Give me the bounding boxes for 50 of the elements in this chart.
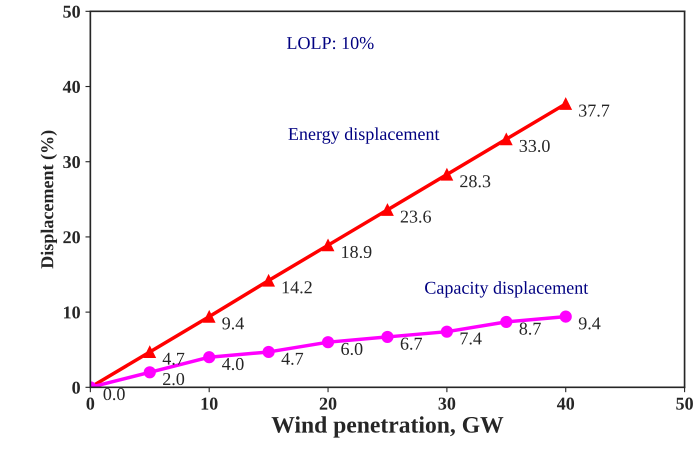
x-tick-label: 10 — [202, 398, 218, 410]
annotation: LOLP: 10% — [286, 36, 374, 50]
point — [322, 336, 334, 348]
data-label: 4.7 — [162, 352, 184, 365]
y-tick-label: 30 — [63, 156, 80, 168]
point — [440, 168, 453, 181]
y-tick-label: 50 — [63, 6, 80, 18]
y-tick-label: 40 — [62, 80, 80, 93]
y-axis-title: Displacement (%) — [40, 130, 58, 268]
point — [560, 98, 572, 110]
y-tick-label: 10 — [64, 306, 80, 319]
x-tick-label: 0 — [86, 398, 94, 410]
y-tick-label: 0 — [72, 382, 80, 394]
point — [203, 351, 216, 364]
series-label: Capacity displacement — [425, 281, 588, 298]
point — [381, 204, 394, 216]
data-label: 14.2 — [282, 281, 312, 294]
x-tick-label: 30 — [438, 398, 456, 410]
data-label: 33.0 — [520, 140, 550, 152]
data-label: 6.0 — [341, 342, 362, 356]
point — [262, 274, 275, 287]
y-tick-label: 20 — [63, 231, 80, 244]
point — [262, 346, 275, 358]
data-label: 37.7 — [579, 104, 610, 117]
data-label: 0.0 — [104, 388, 125, 400]
point — [144, 346, 156, 358]
data-label: 4.7 — [281, 352, 304, 365]
data-label: 23.6 — [400, 210, 432, 223]
data-label: 9.4 — [222, 317, 244, 330]
data-label: 7.4 — [460, 332, 482, 345]
data-label: 4.0 — [222, 358, 244, 370]
x-tick-label: 20 — [320, 398, 336, 410]
point — [440, 326, 453, 338]
x-axis-title: Wind penetration, GW — [272, 416, 504, 438]
x-tick-label: 40 — [556, 398, 574, 410]
point — [500, 133, 512, 146]
point — [381, 330, 394, 344]
series-label: Energy displacement — [288, 127, 440, 144]
point — [203, 310, 216, 323]
data-label: 8.7 — [519, 322, 541, 335]
point — [500, 316, 512, 328]
data-label: 28.3 — [460, 175, 490, 188]
data-label: 9.4 — [578, 317, 601, 330]
x-tick-label: 50 — [676, 398, 693, 410]
point — [322, 239, 334, 252]
data-label: 18.9 — [342, 246, 372, 258]
data-label: 6.7 — [400, 338, 422, 350]
point — [144, 366, 156, 378]
point — [560, 310, 572, 323]
data-label: 2.0 — [163, 372, 184, 386]
